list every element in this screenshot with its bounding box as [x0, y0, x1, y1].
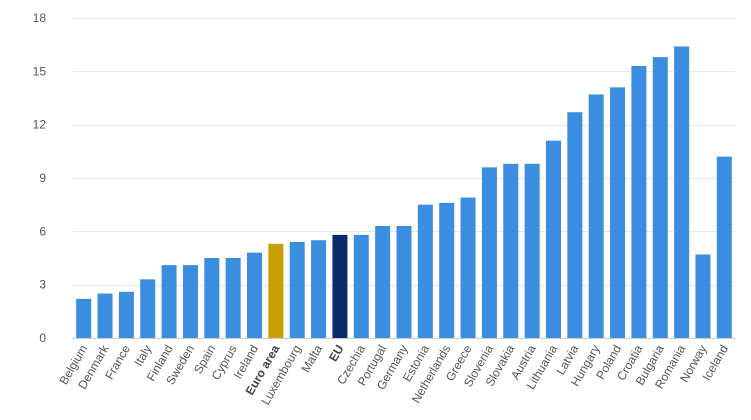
bars: [76, 46, 732, 338]
bar-sweden: [182, 265, 198, 338]
bar-norway: [695, 254, 711, 338]
x-tick-label: Malta: [298, 342, 325, 375]
bar-malta: [311, 240, 327, 338]
bar-finland: [161, 265, 177, 338]
bar-iceland: [716, 156, 732, 338]
y-axis-ticks: 0 3 6 9 12 15 18: [33, 11, 47, 345]
bar-belgium: [76, 298, 92, 338]
bar-spain: [204, 258, 220, 338]
bar-bulgaria: [652, 57, 668, 338]
bar-slovakia: [503, 163, 519, 338]
bar-latvia: [567, 112, 583, 338]
bar-france: [118, 291, 134, 338]
bar-austria: [524, 163, 540, 338]
bar-germany: [396, 226, 412, 338]
bar-greece: [460, 197, 476, 338]
bar-eu: [332, 234, 348, 338]
bar-czechia: [353, 234, 369, 338]
bar-croatia: [631, 66, 647, 338]
bar-estonia: [417, 204, 433, 338]
bar-denmark: [97, 293, 113, 338]
y-tick-label: 0: [39, 331, 46, 345]
y-tick-label: 18: [33, 11, 47, 25]
y-tick-label: 15: [33, 64, 47, 78]
bar-poland: [610, 87, 626, 338]
bar-cyprus: [225, 258, 241, 338]
y-tick-label: 6: [39, 224, 46, 238]
y-tick-label: 3: [39, 278, 46, 292]
x-axis-labels: BelgiumDenmarkFranceItalyFinlandSwedenSp…: [56, 342, 730, 408]
bar-ireland: [247, 252, 263, 338]
bar-romania: [674, 46, 690, 338]
bar-lithuania: [545, 140, 561, 338]
bar-italy: [140, 279, 156, 338]
bar-hungary: [588, 94, 604, 338]
x-tick-label: EU: [326, 343, 346, 364]
bar-euro-area: [268, 243, 284, 338]
bar-netherlands: [439, 202, 455, 338]
y-tick-label: 9: [39, 171, 46, 185]
y-tick-label: 12: [33, 118, 47, 132]
bar-luxembourg: [289, 242, 305, 338]
bar-portugal: [375, 226, 391, 338]
bar-slovenia: [481, 167, 497, 338]
